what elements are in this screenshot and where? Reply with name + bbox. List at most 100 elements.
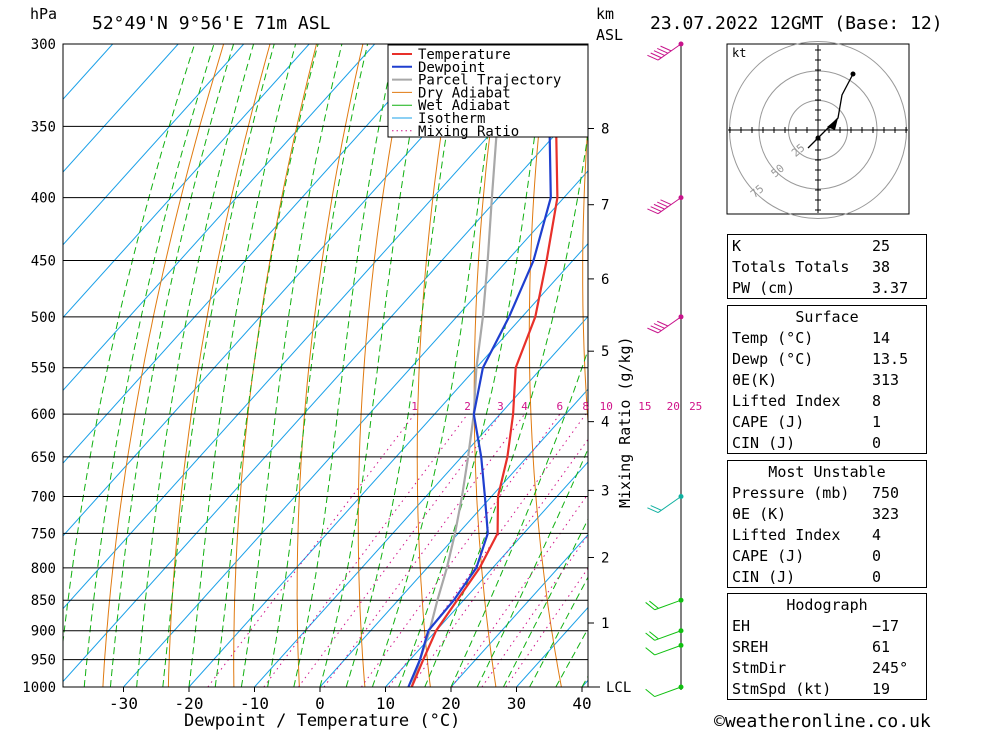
wind-barb [645, 686, 682, 698]
pressure-tick-label: 650 [31, 450, 56, 466]
isotherm-line [188, 242, 588, 687]
wet-adiabat-line [267, 44, 369, 687]
wind-barb-flag [647, 208, 659, 215]
surface-label: CIN (J) [732, 433, 796, 452]
mixing-ratio-label: 2 [464, 400, 471, 413]
hodo-value: −17 [872, 616, 900, 635]
wind-barb-flag [649, 600, 659, 609]
temperature-tick-label: -20 [175, 694, 204, 713]
wet-adiabat-line [398, 44, 549, 687]
hodograph-table: Hodograph EH −17 SREH 61 StmDir 245° StmSpd… [727, 593, 927, 700]
table-row: CIN (J) 0 [728, 432, 927, 454]
height-tick-label: 7 [601, 198, 609, 214]
dry-adiabat-line [357, 44, 410, 687]
isotherm-line [319, 388, 588, 687]
index-value: 25 [872, 236, 891, 255]
pressure-tick-label: 900 [31, 624, 56, 640]
mixing-ratio-line [481, 534, 588, 687]
index-value: 38 [872, 257, 891, 276]
mixing-ratio-axis-title: Mixing Ratio (g/kg) [616, 336, 634, 508]
mu-value: 0 [872, 546, 882, 565]
wind-barb [645, 630, 682, 641]
wet-adiabat-line [476, 447, 588, 687]
wet-adiabat-line [240, 44, 343, 687]
mixing-ratio-labels: 1 2 3 4 6 8 10 15 20 25 [411, 400, 702, 413]
storm-motion-arrow [827, 118, 838, 130]
x-axis-title: Dewpoint / Temperature (°C) [184, 711, 460, 731]
mixing-ratio-label: 25 [689, 400, 702, 413]
wind-barb-staff [654, 644, 682, 656]
table-row: CAPE (J) 1 [728, 411, 927, 432]
wind-barb-staff [654, 599, 682, 611]
pressure-tick-label: 350 [31, 119, 56, 135]
plot-frame [62, 43, 589, 688]
wind-barb-flag [647, 54, 659, 61]
wet-adiabat-line [162, 44, 275, 687]
wind-barb [647, 496, 682, 514]
legend-entry: Mixing Ratio [418, 124, 519, 140]
table-row: Lifted Index 8 [728, 390, 927, 411]
table-row: Pressure (mb) 750 [728, 482, 927, 503]
surface-value: 13.5 [872, 349, 909, 368]
isotherm-line [63, 44, 507, 537]
mixing-ratio-label: 4 [521, 400, 528, 413]
wind-barb-flag [657, 201, 669, 208]
dry-adiabat-line [966, 44, 1000, 687]
wind-barb [645, 599, 682, 611]
dry-adiabat-line [416, 44, 457, 687]
wind-barb-flag [653, 203, 665, 210]
index-label: Totals Totals [732, 257, 850, 276]
mixing-ratio-label: 1 [411, 400, 418, 413]
height-unit-label: km [596, 5, 614, 23]
wind-barb-flag [645, 688, 656, 697]
legend-entry: Dry Adiabat [418, 85, 511, 101]
wind-barb-flag [645, 632, 656, 641]
wind-barb-flag [650, 206, 662, 212]
isotherm-line [385, 461, 588, 687]
surface-label: Lifted Index [732, 391, 841, 410]
mu-value: 750 [872, 483, 900, 502]
surface-value: 0 [872, 433, 882, 452]
hodograph-point [850, 71, 856, 77]
legend-entry: Dewpoint [418, 60, 485, 76]
hodo-label: StmDir [732, 658, 787, 677]
table-row: PW (cm) 3.37 [728, 277, 927, 299]
wind-barb-flag [650, 505, 662, 511]
wind-barb-flag [660, 45, 672, 52]
wind-barb [647, 316, 682, 334]
wind-barb-flag [657, 47, 669, 54]
surface-value: 313 [872, 370, 900, 389]
table-row: θE(K) 313 [728, 369, 927, 390]
wind-barb-flag [645, 647, 656, 656]
mixing-ratio-line [451, 493, 588, 687]
wind-barb [647, 197, 682, 215]
isobar-lines [63, 44, 588, 687]
hodograph-unit-label: kt [732, 46, 746, 60]
surface-value: 1 [872, 412, 882, 431]
height-tick-label: 6 [601, 272, 609, 288]
surface-value: 14 [872, 328, 891, 347]
mixing-ratio-label: 6 [556, 400, 563, 413]
surface-label: CAPE (J) [732, 412, 805, 431]
surface-label: Temp (°C) [732, 328, 814, 347]
table-row: Dewp (°C) 13.5 [728, 348, 927, 369]
pressure-tick-label: 450 [31, 254, 56, 270]
dry-adiabat-line [582, 117, 588, 428]
wet-adiabat-line [371, 44, 503, 687]
mixing-ratio-label: 15 [638, 400, 651, 413]
table-row: StmDir 245° [728, 657, 927, 678]
mu-value: 323 [872, 504, 900, 523]
pressure-tick-label: 600 [31, 407, 56, 423]
hodo-label: StmSpd (kt) [732, 679, 832, 698]
index-value: 3.37 [872, 278, 909, 297]
wet-adiabat-line [83, 44, 215, 687]
temperature-tick-label: -10 [240, 694, 269, 713]
dry-adiabat-line [167, 44, 271, 687]
mu-label: Lifted Index [732, 525, 841, 544]
surface-label: Dewp (°C) [732, 349, 814, 368]
legend-entry: Wet Adiabat [418, 98, 511, 114]
pressure-tick-label: 850 [31, 593, 56, 609]
table-row: CAPE (J) 0 [728, 545, 927, 566]
temperature-axis: -30 -20 -10 0 10 20 30 40 [109, 687, 592, 713]
